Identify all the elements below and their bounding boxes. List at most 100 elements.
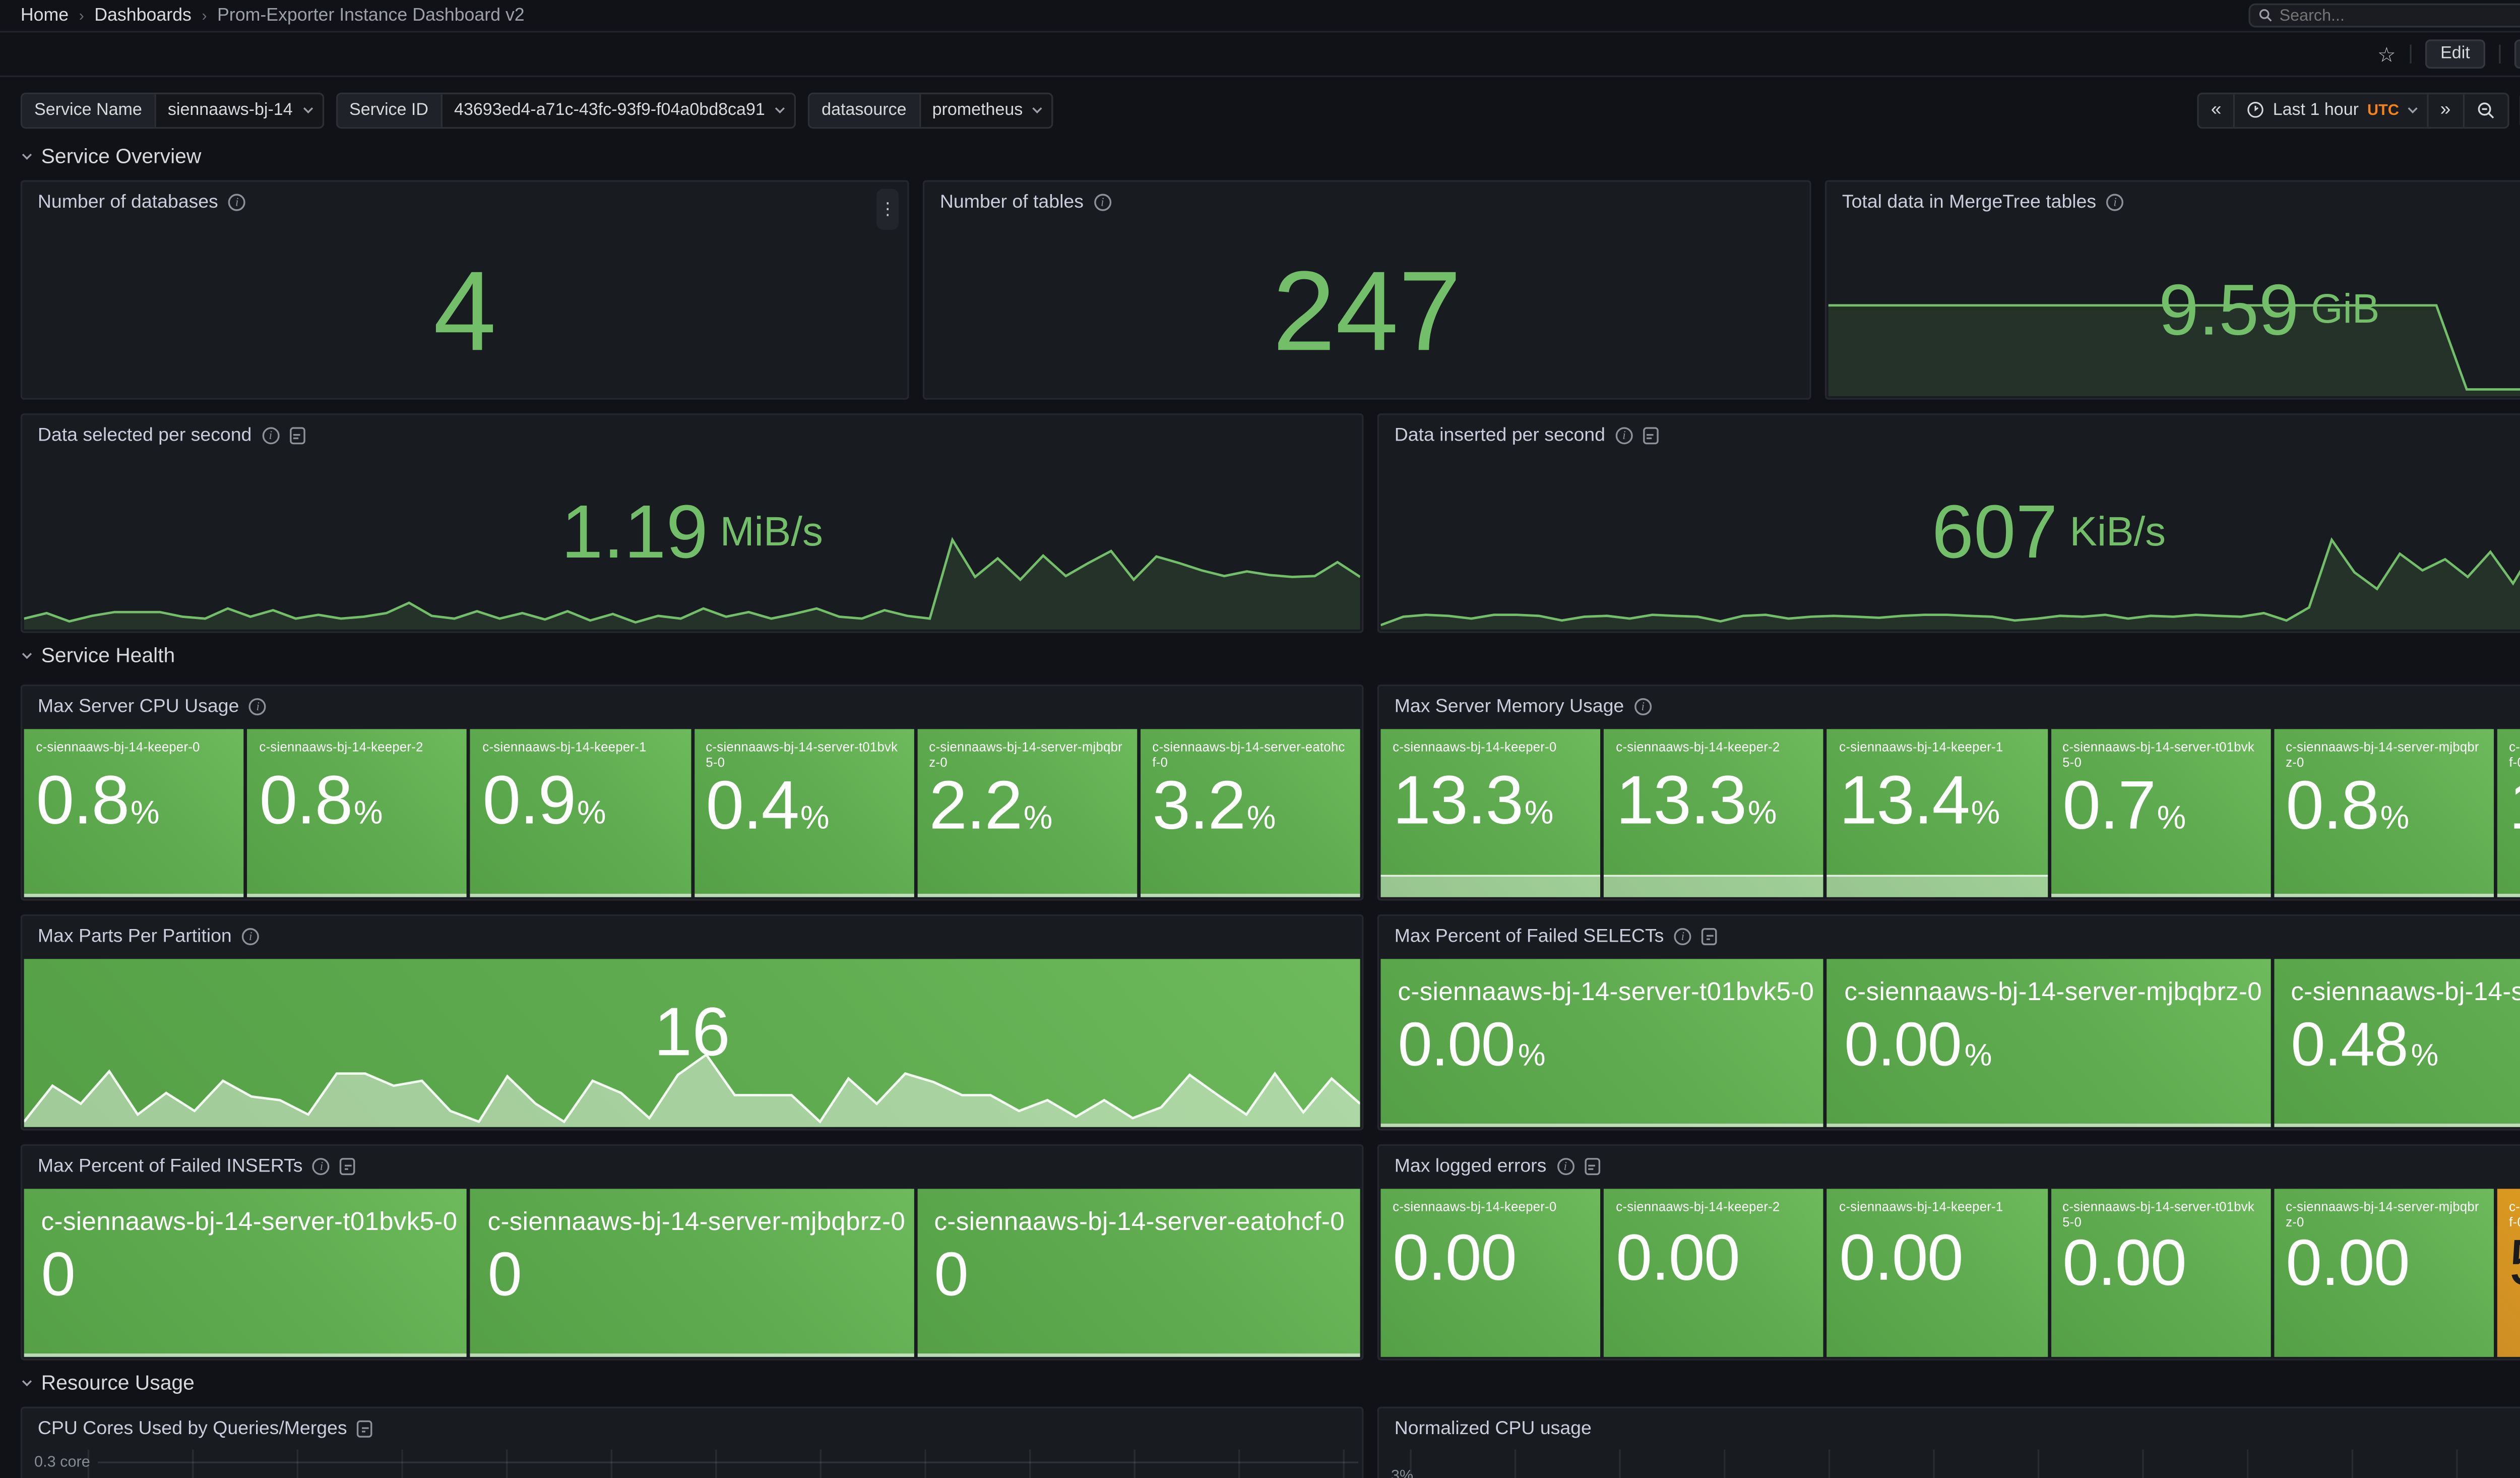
stat-value: 247 [1272, 246, 1462, 374]
clock-icon [2247, 102, 2264, 118]
zoom-out-button[interactable] [2463, 93, 2507, 127]
stat-tile: c-siennaaws-bj-14-server-t01bvk5-0 0.7% [2050, 729, 2271, 897]
info-icon[interactable]: i [262, 427, 279, 445]
time-shift-back-button[interactable]: « [2211, 99, 2222, 120]
breadcrumb-home[interactable]: Home [20, 5, 69, 26]
stat-tile: c-siennaaws-bj-14-server-t01bvk5-0 0.4% [694, 729, 914, 897]
tile-host-name: c-siennaaws-bj-14-keeper-0 [1393, 739, 1557, 755]
chevron-down-icon [22, 1376, 32, 1387]
stat-tile: c-siennaaws-bj-14-keeper-1 0.9% [470, 729, 690, 897]
stat-unit: MiB/s [720, 509, 823, 556]
panel-title[interactable]: Number of databases [37, 192, 218, 213]
tile-unit: % [2157, 800, 2186, 837]
breadcrumb-current: Prom-Exporter Instance Dashboard v2 [217, 5, 525, 26]
info-icon[interactable]: i [312, 1158, 330, 1176]
stat-tile: c-siennaaws-bj-14-keeper-1 0.00 [1827, 1189, 2047, 1357]
panel-number-of-tables: Number of tables i 247 [922, 180, 1811, 400]
chevron-down-icon [302, 103, 312, 114]
tile-value: 0.00 [1393, 1223, 1517, 1296]
timezone-badge: UTC [2367, 101, 2399, 118]
variable-label: Service Name [22, 93, 154, 127]
info-icon[interactable]: i [249, 698, 267, 716]
failed-inserts-tiles: c-siennaaws-bj-14-server-t01bvk5-0 0 c-s… [24, 1189, 1360, 1357]
tile-unit: % [577, 796, 606, 832]
tile-host-name: c-siennaaws-bj-14-server-mjbqbrz-0 [1844, 977, 2262, 1007]
info-icon[interactable]: i [228, 194, 246, 211]
variable-label: datasource [809, 93, 919, 127]
section-service-overview[interactable]: Service Overview [22, 144, 201, 168]
panel-title[interactable]: Max Server CPU Usage [37, 696, 239, 717]
panel-links-icon[interactable] [289, 427, 305, 445]
edit-button[interactable]: Edit [2425, 39, 2486, 69]
stat-tile: c-siennaaws-bj-14-keeper-1 13.4% [1827, 729, 2047, 897]
info-icon[interactable]: i [2106, 194, 2124, 211]
panel-title[interactable]: Number of tables [939, 192, 1084, 213]
panel-title[interactable]: Max Server Memory Usage [1394, 696, 1624, 717]
section-service-health[interactable]: Service Health [22, 643, 175, 667]
info-icon[interactable]: i [242, 928, 260, 946]
section-resource-usage[interactable]: Resource Usage [22, 1371, 195, 1395]
variable-value-dropdown[interactable]: 43693ed4-a71c-43fc-93f9-f04a0bd8ca91 [440, 93, 794, 127]
panel-title[interactable]: Max Percent of Failed INSERTs [37, 1156, 303, 1177]
stat-value: 9.59 [2159, 268, 2299, 349]
tile-host-name: c-siennaaws-bj-14-keeper-2 [1616, 1199, 1780, 1215]
sparkline [24, 533, 1360, 630]
panel-title[interactable]: Max Parts Per Partition [37, 926, 232, 947]
search-input[interactable]: ⌘+k [2248, 3, 2520, 28]
variable-service-name: Service Name siennaaws-bj-14 [20, 92, 324, 128]
tile-value: 0.8 [259, 763, 353, 839]
tile-value: 0.48 [2291, 1008, 2408, 1079]
panel-title[interactable]: Max Percent of Failed SELECTs [1394, 926, 1664, 947]
chart-axis-gridline [97, 1461, 1359, 1463]
stat-tile: c-siennaaws-bj-14-keeper-0 0.8% [24, 729, 244, 897]
panel-title[interactable]: Data inserted per second [1394, 425, 1605, 446]
stat-unit: GiB [2311, 285, 2380, 332]
panel-links-icon[interactable] [357, 1420, 373, 1438]
stat-tile: c-siennaaws-bj-14-keeper-2 13.3% [1604, 729, 1824, 897]
y-axis-tick: 3% [1391, 1466, 1414, 1478]
variable-value-dropdown[interactable]: prometheus [918, 93, 1052, 127]
panel-title[interactable]: Total data in MergeTree tables [1842, 192, 2097, 213]
chevron-down-icon [22, 150, 32, 160]
search-field[interactable] [2279, 6, 2520, 25]
panel-links-icon[interactable] [1584, 1158, 1600, 1176]
panel-max-percent-failed-inserts: Max Percent of Failed INSERTs i c-siennaa… [20, 1144, 1364, 1361]
info-icon[interactable]: i [1615, 427, 1633, 445]
info-icon[interactable]: i [1556, 1158, 1574, 1176]
info-icon[interactable]: i [1634, 698, 1652, 716]
panel-links-icon[interactable] [1643, 427, 1659, 445]
panel-menu-kebab-icon[interactable]: ⋮ [876, 189, 899, 230]
zoom-out-icon [2478, 101, 2494, 118]
time-range-picker[interactable]: Last 1 hour UTC [2233, 93, 2426, 127]
breadcrumb-dashboards[interactable]: Dashboards [94, 5, 192, 26]
tile-value: 13.4 [1839, 763, 1970, 839]
favorite-star-icon[interactable]: ☆ [2377, 42, 2396, 67]
time-shift-forward-button[interactable]: » [2426, 93, 2463, 127]
tile-unit: % [1747, 796, 1777, 832]
panel-title[interactable]: Max logged errors [1394, 1156, 1547, 1177]
panel-title[interactable]: CPU Cores Used by Queries/Merges [37, 1419, 347, 1440]
variable-service-id: Service ID 43693ed4-a71c-43fc-93f9-f04a0… [335, 92, 796, 128]
stat-tile: c-siennaaws-bj-14-server-eatohcf-0 0.48% [2274, 959, 2520, 1127]
sparkline [1828, 221, 2520, 397]
tile-value: 0.00 [1839, 1223, 1964, 1296]
tile-value: 0.00 [2286, 1227, 2410, 1300]
panel-title[interactable]: Data selected per second [37, 425, 252, 446]
panel-max-server-memory-usage: Max Server Memory Usage i c-siennaaws-bj-… [1377, 684, 2520, 901]
variable-value-dropdown[interactable]: siennaaws-bj-14 [154, 93, 322, 127]
stat-tile: c-siennaaws-bj-14-keeper-2 0.8% [247, 729, 467, 897]
tile-host-name: c-siennaaws-bj-14-keeper-1 [1839, 1199, 2003, 1215]
panel-links-icon[interactable] [1702, 928, 1717, 946]
info-icon[interactable]: i [1094, 194, 1111, 211]
chevron-down-icon [775, 103, 785, 114]
tile-unit: % [1518, 1037, 1546, 1072]
export-button[interactable]: Export [2514, 39, 2520, 69]
search-icon [2259, 9, 2272, 22]
stat-tile: c-siennaaws-bj-14-server-eatohcf-0 0 [917, 1189, 1360, 1357]
info-icon[interactable]: i [1674, 928, 1691, 946]
panel-links-icon[interactable] [340, 1158, 356, 1176]
sparkline [24, 1052, 1360, 1127]
panel-title[interactable]: Normalized CPU usage [1394, 1419, 1592, 1440]
chevron-down-icon [22, 649, 32, 659]
panel-normalized-cpu-usage: Normalized CPU usage 3% [1377, 1406, 2520, 1478]
